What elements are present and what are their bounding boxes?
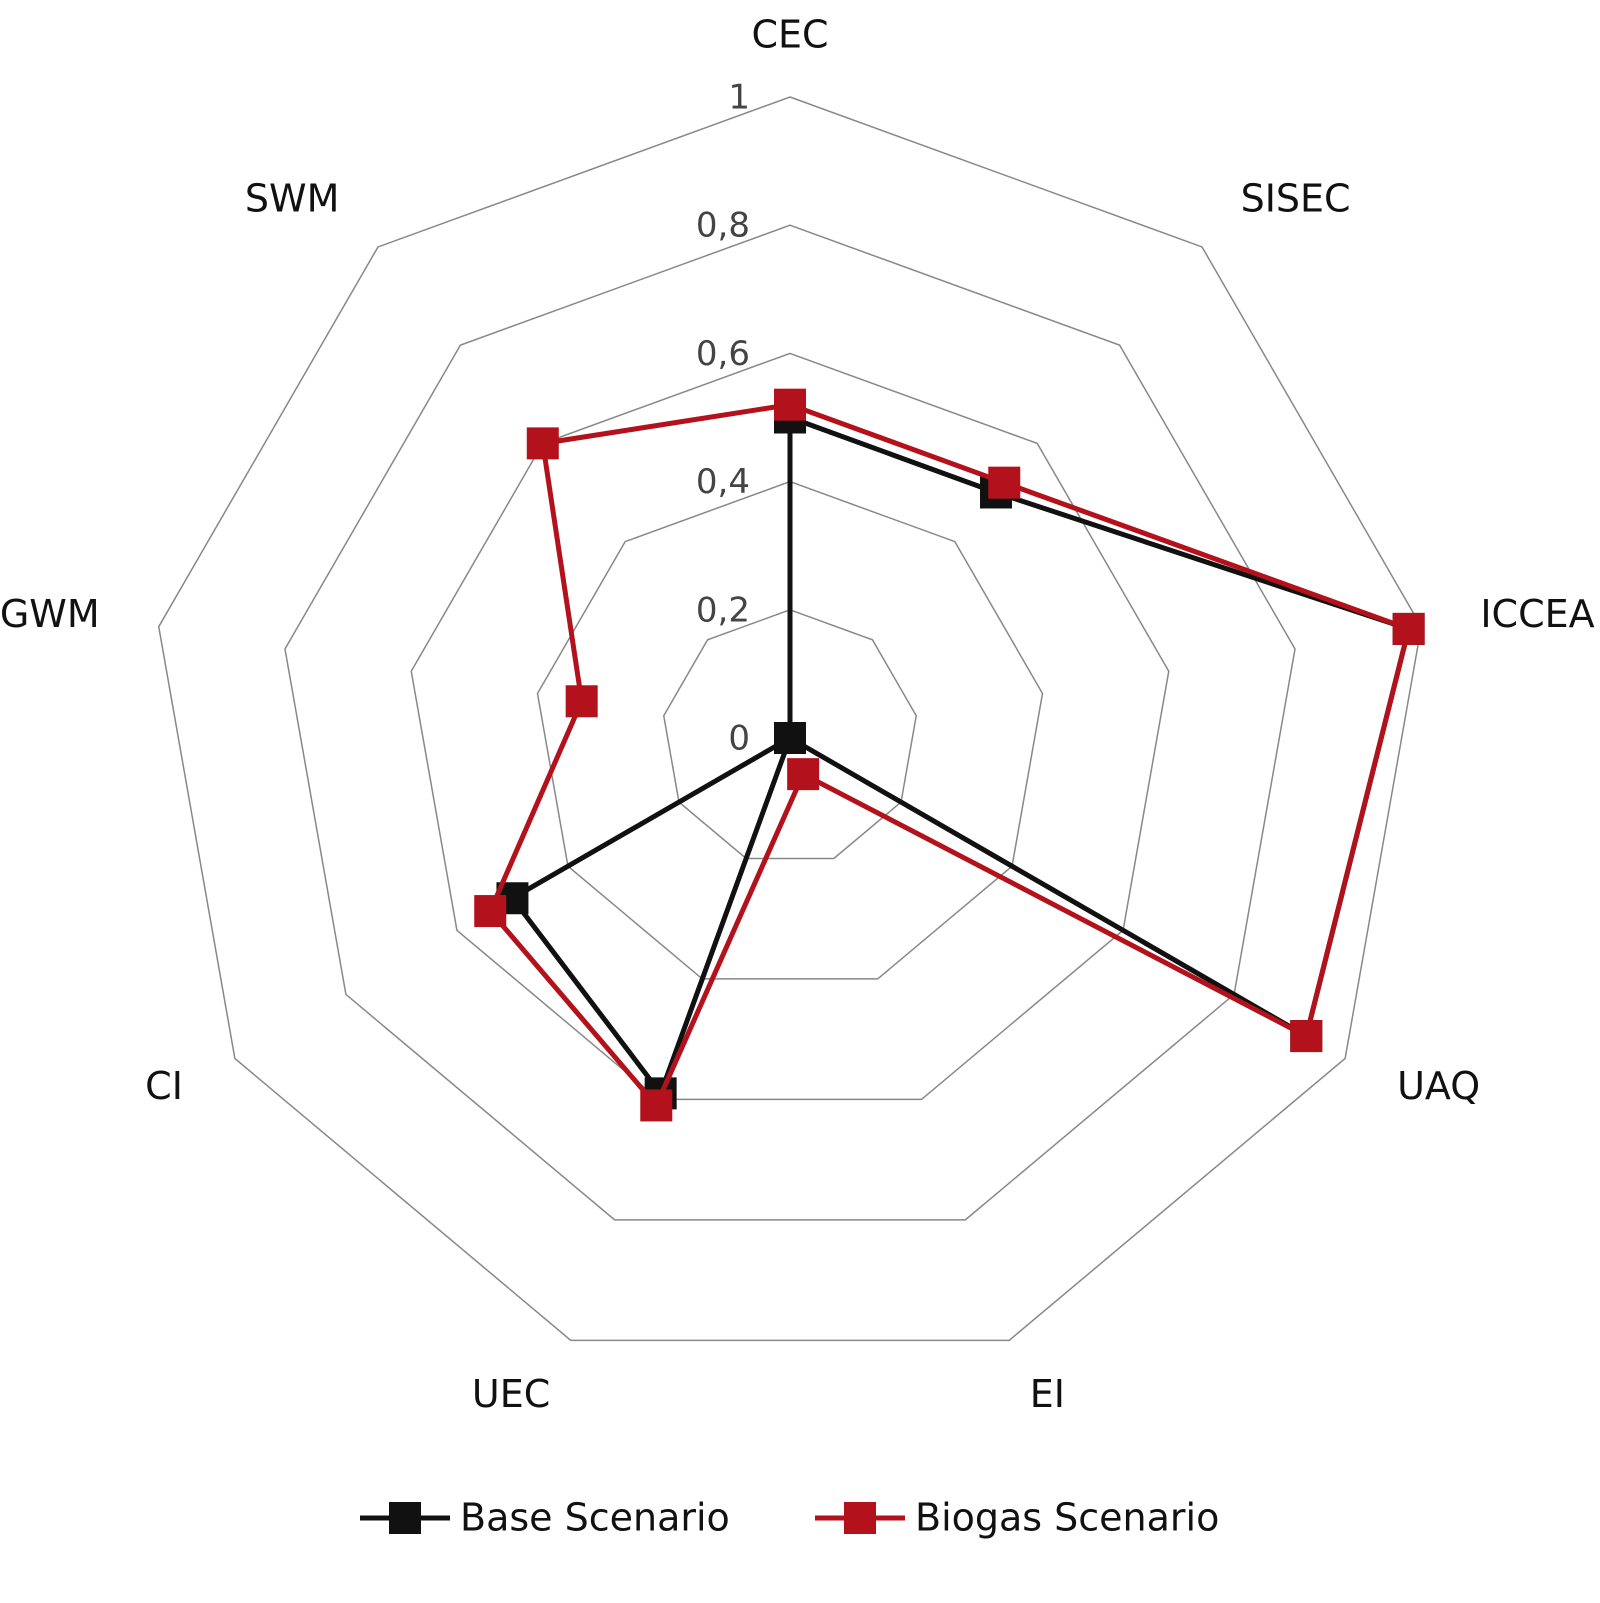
category-label: UEC	[472, 1372, 550, 1416]
legend-label: Biogas Scenario	[915, 1496, 1219, 1540]
data-point	[474, 895, 507, 928]
category-label: CEC	[751, 13, 828, 57]
data-point	[787, 758, 820, 791]
category-label: SWM	[245, 177, 339, 221]
category-label: CI	[145, 1064, 183, 1108]
category-label: EI	[1030, 1372, 1065, 1416]
y-tick-label: 0,8	[696, 206, 750, 246]
series-line	[487, 402, 1412, 1111]
data-point	[774, 722, 806, 754]
legend-marker	[389, 1502, 421, 1534]
data-point	[526, 427, 559, 460]
category-label: UAQ	[1397, 1064, 1480, 1108]
series-line	[508, 413, 1412, 1099]
grid-ring	[662, 609, 918, 860]
y-tick-label: 1	[728, 78, 750, 118]
data-point	[1392, 612, 1425, 645]
grid-ring	[536, 480, 1044, 980]
legend-marker	[844, 1502, 876, 1534]
grid-ring	[284, 224, 1296, 1221]
grid-ring	[157, 96, 1423, 1342]
category-label: SISEC	[1241, 177, 1351, 221]
category-label: GWM	[0, 592, 100, 636]
data-point	[1290, 1020, 1323, 1053]
data-point	[565, 685, 598, 718]
y-tick-label: 0,6	[696, 334, 750, 374]
category-label: ICCEA	[1480, 592, 1594, 636]
y-tick-label: 0,4	[696, 462, 750, 502]
data-point	[774, 388, 806, 421]
legend-label: Base Scenario	[460, 1496, 730, 1540]
data-point	[988, 466, 1021, 499]
y-tick-label: 0	[728, 719, 750, 759]
grid-ring	[410, 352, 1170, 1101]
data-point	[640, 1089, 673, 1122]
y-tick-label: 0,2	[696, 590, 750, 630]
